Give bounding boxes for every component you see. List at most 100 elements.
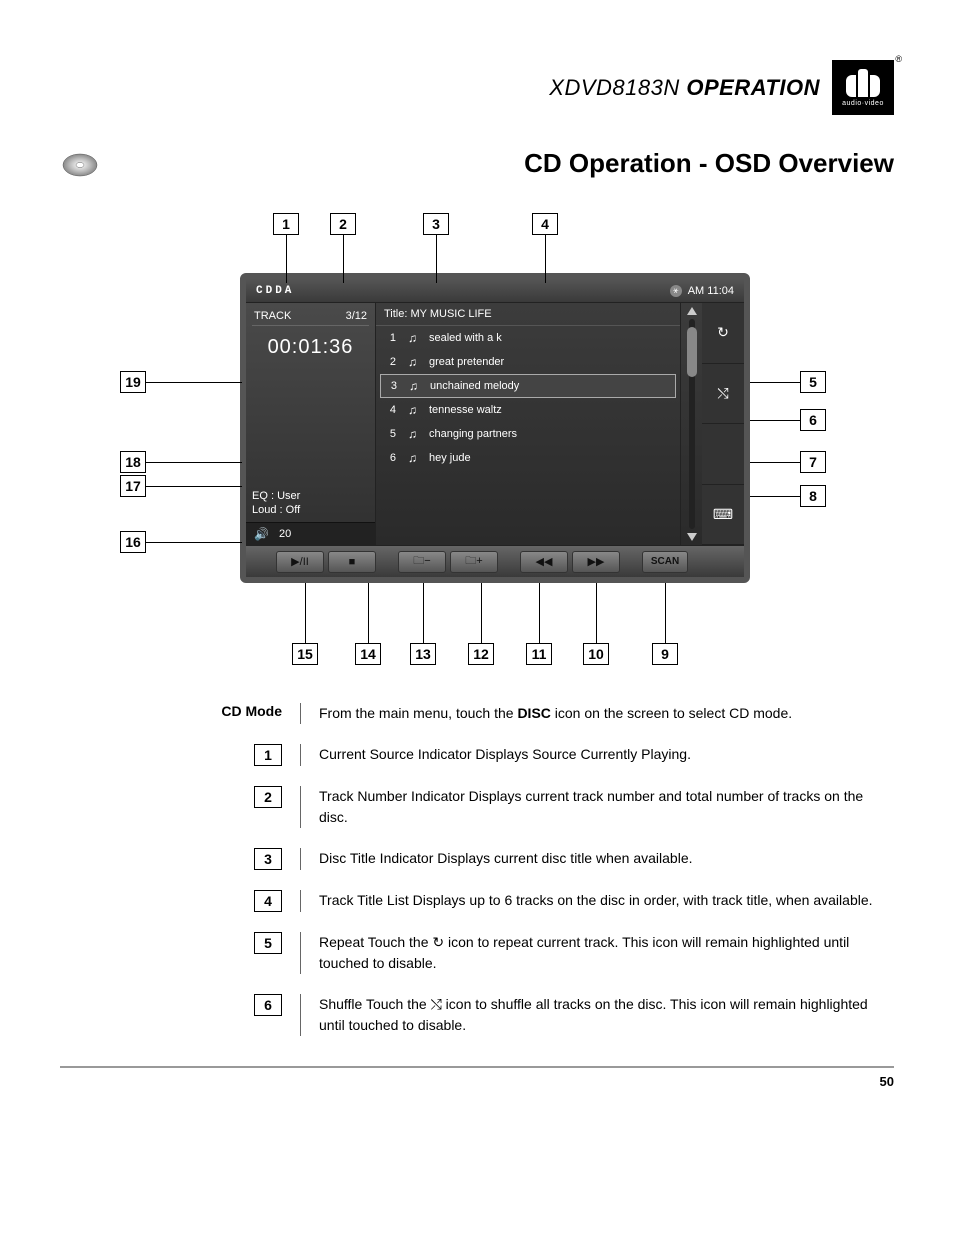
description-number: 4 — [254, 890, 282, 912]
callout-7: 7 — [800, 451, 826, 473]
track-row-title: unchained melody — [430, 380, 519, 392]
brand-logo: ® audio·video — [832, 60, 894, 115]
callout-10: 10 — [583, 643, 609, 665]
track-row-title: changing partners — [429, 428, 517, 440]
track-row-number: 5 — [386, 428, 396, 440]
track-row-number: 6 — [386, 452, 396, 464]
leader-line — [750, 420, 800, 421]
track-row-title: sealed with a k — [429, 332, 502, 344]
callout-2: 2 — [330, 213, 356, 235]
description-row: 1 Current Source Indicator Displays Sour… — [190, 744, 894, 766]
track-row[interactable]: 5 ♫ changing partners — [376, 422, 680, 446]
leader-line — [423, 583, 424, 643]
scan-button[interactable]: SCAN — [642, 551, 688, 573]
prev-button[interactable]: ◀◀ — [520, 551, 568, 573]
page-title-row: CD Operation - OSD Overview — [60, 143, 894, 183]
page-number: 50 — [880, 1074, 894, 1089]
music-note-icon: ♫ — [408, 451, 417, 465]
track-row[interactable]: 3 ♫ unchained melody — [380, 374, 676, 398]
callout-5: 5 — [800, 371, 826, 393]
leader-line — [146, 542, 242, 543]
shuffle-button[interactable]: ⤭ — [702, 364, 744, 425]
leader-line — [750, 382, 800, 383]
callout-17: 17 — [120, 475, 146, 497]
track-row[interactable]: 1 ♫ sealed with a k — [376, 326, 680, 350]
music-note-icon: ♫ — [408, 355, 417, 369]
description-row: 4 Track Title List Displays up to 6 trac… — [190, 890, 894, 912]
description-term: Shuffle — [319, 996, 362, 1012]
volume-row: 🔊 20 — [246, 522, 375, 545]
volume-level: 20 — [279, 528, 291, 540]
description-text: Displays Source Currently Playing. — [475, 746, 691, 762]
folder-plus-button[interactable]: 🗀+ — [450, 551, 498, 573]
eq-value: : User — [271, 490, 300, 502]
callout-8: 8 — [800, 485, 826, 507]
callout-4: 4 — [532, 213, 558, 235]
callout-13: 13 — [410, 643, 436, 665]
play-pause-button[interactable]: ▶/II — [276, 551, 324, 573]
leader-line — [146, 382, 242, 383]
description-table: CD Mode From the main menu, touch the DI… — [190, 703, 894, 1036]
header-section: OPERATION — [686, 75, 820, 100]
leader-line — [481, 583, 482, 643]
scroll-down-icon[interactable] — [687, 533, 697, 541]
leader-line — [665, 583, 666, 643]
music-note-icon: ♫ — [408, 427, 417, 441]
track-row-number: 3 — [387, 380, 397, 392]
description-text: Displays up to 6 tracks on the disc in o… — [413, 892, 873, 908]
leader-line — [539, 583, 540, 643]
leader-line — [436, 235, 437, 283]
track-row-title: hey jude — [429, 452, 471, 464]
screen-bottom-bar: ▶/II ■ 🗀− 🗀+ ◀◀ ▶▶ SCAN — [246, 545, 744, 577]
description-body: Disc Title Indicator Displays current di… — [300, 848, 894, 870]
blank-side-button[interactable] — [702, 424, 744, 485]
folder-minus-button[interactable]: 🗀− — [398, 551, 446, 573]
description-term: Track Number Indicator — [319, 788, 465, 804]
screen-topbar: CDDA ⚹ AM 11:04 — [246, 279, 744, 303]
description-row: 2 Track Number Indicator Displays curren… — [190, 786, 894, 828]
cd-mode-text: From the main menu, touch the DISC icon … — [300, 703, 894, 724]
scroll-thumb[interactable] — [687, 327, 697, 377]
track-row[interactable]: 2 ♫ great pretender — [376, 350, 680, 374]
page-footer: 50 — [60, 1066, 894, 1089]
keyboard-button[interactable]: ⌨ — [702, 485, 744, 546]
track-row-number: 4 — [386, 404, 396, 416]
description-number: 1 — [254, 744, 282, 766]
callout-12: 12 — [468, 643, 494, 665]
scrollbar[interactable] — [680, 303, 702, 545]
volume-icon: 🔊 — [254, 527, 269, 541]
page-title: CD Operation - OSD Overview — [130, 148, 894, 179]
description-body: Track Number Indicator Displays current … — [300, 786, 894, 828]
music-note-icon: ♫ — [408, 331, 417, 345]
description-term: Track Title List — [319, 892, 409, 908]
description-body: Track Title List Displays up to 6 tracks… — [300, 890, 894, 912]
scroll-up-icon[interactable] — [687, 307, 697, 315]
header-title: XDVD8183N OPERATION — [549, 75, 820, 101]
osd-diagram: CDDA ⚹ AM 11:04 TRACK 3/12 00:01:36 EQ :… — [60, 213, 894, 673]
track-row[interactable]: 6 ♫ hey jude — [376, 446, 680, 470]
callout-16: 16 — [120, 531, 146, 553]
callout-14: 14 — [355, 643, 381, 665]
description-row: 3 Disc Title Indicator Displays current … — [190, 848, 894, 870]
cd-icon — [60, 143, 100, 183]
repeat-button[interactable]: ↻ — [702, 303, 744, 364]
description-number: 3 — [254, 848, 282, 870]
leader-line — [596, 583, 597, 643]
leader-line — [146, 486, 242, 487]
bluetooth-icon: ⚹ — [670, 285, 682, 297]
track-row[interactable]: 4 ♫ tennesse waltz — [376, 398, 680, 422]
description-body: Repeat Touch the ↻ icon to repeat curren… — [300, 932, 894, 974]
screen-left-panel: TRACK 3/12 00:01:36 EQ : User Loud : Off… — [246, 303, 376, 545]
next-button[interactable]: ▶▶ — [572, 551, 620, 573]
stop-button[interactable]: ■ — [328, 551, 376, 573]
header-model: XDVD8183N — [549, 75, 679, 100]
leader-line — [750, 462, 800, 463]
description-text: Displays current disc title when availab… — [437, 850, 692, 866]
leader-line — [545, 235, 546, 283]
registered-mark: ® — [895, 54, 902, 64]
disc-title: Title: MY MUSIC LIFE — [376, 303, 680, 326]
callout-19: 19 — [120, 371, 146, 393]
cd-mode-label: CD Mode — [190, 703, 300, 724]
description-text: Touch the ↻ icon to repeat current track… — [319, 934, 849, 971]
device-screen: CDDA ⚹ AM 11:04 TRACK 3/12 00:01:36 EQ :… — [240, 273, 750, 583]
